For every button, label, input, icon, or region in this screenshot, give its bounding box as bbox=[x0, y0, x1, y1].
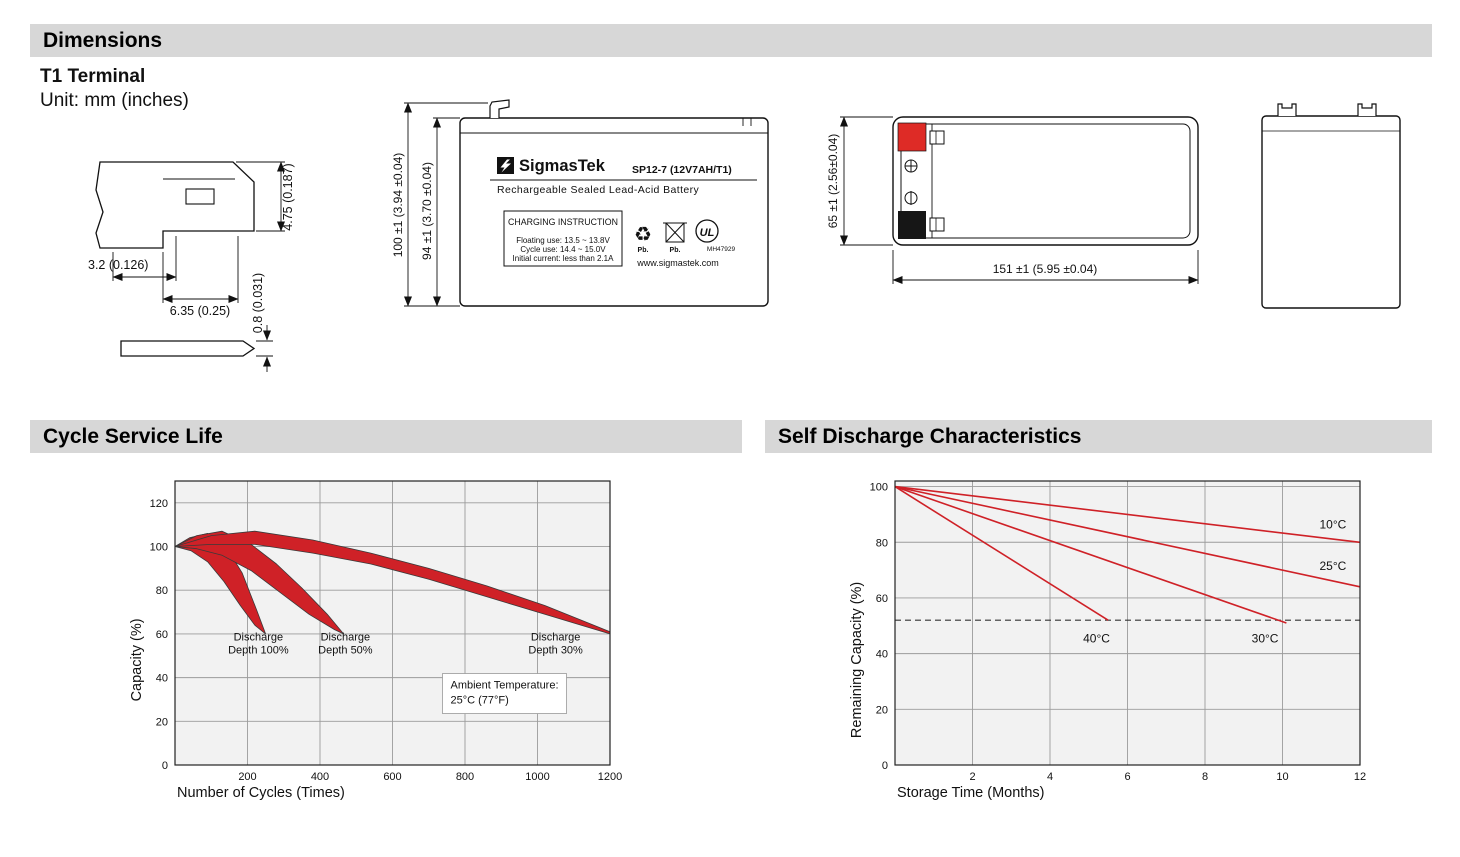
section-header-self-discharge-label: Self Discharge Characteristics bbox=[778, 424, 1082, 448]
top-view-dimension-lines bbox=[840, 116, 1199, 284]
t1-terminal-detail-drawing bbox=[95, 161, 256, 357]
svg-text:12: 12 bbox=[1354, 771, 1366, 783]
charging-line-3: Initial current: less than 2.1A bbox=[513, 254, 615, 263]
svg-text:25°C (77°F): 25°C (77°F) bbox=[451, 695, 509, 707]
svg-text:Depth 30%: Depth 30% bbox=[528, 644, 583, 656]
svg-text:100: 100 bbox=[150, 542, 168, 554]
ul-mark-text: UL bbox=[700, 227, 715, 239]
dim-total-height: 100 ±1 (3.94 ±0.04) bbox=[391, 153, 405, 258]
svg-text:4: 4 bbox=[1047, 771, 1053, 783]
svg-text:1000: 1000 bbox=[525, 771, 549, 783]
svg-text:40: 40 bbox=[156, 673, 168, 685]
svg-text:100: 100 bbox=[870, 482, 888, 494]
section-header-dimensions: Dimensions bbox=[30, 24, 1432, 57]
charging-line-2: Cycle use: 14.4 ~ 15.0V bbox=[520, 245, 606, 254]
svg-text:2: 2 bbox=[969, 771, 975, 783]
front-view-dimension-lines bbox=[404, 102, 488, 307]
recycle-pb-label: Pb. bbox=[638, 247, 649, 254]
svg-text:8: 8 bbox=[1202, 771, 1208, 783]
svg-text:Remaining Capacity (%): Remaining Capacity (%) bbox=[849, 582, 865, 738]
side-terminal-tab-left bbox=[1277, 103, 1297, 116]
svg-text:60: 60 bbox=[876, 593, 888, 605]
top-view-drawing bbox=[892, 116, 1199, 246]
svg-text:30°C: 30°C bbox=[1252, 631, 1279, 645]
polarity-minus-symbol bbox=[904, 191, 918, 205]
positive-terminal-marker bbox=[897, 122, 927, 152]
dim-terminal-offset: 3.2 (0.126) bbox=[88, 258, 148, 272]
svg-text:200: 200 bbox=[238, 771, 256, 783]
logo-bolt-glyph bbox=[500, 159, 511, 173]
t1-terminal-dimension-labels: 3.2 (0.126) 6.35 (0.25) 4.75 (0.187) 0.8… bbox=[88, 163, 295, 333]
svg-text:25°C: 25°C bbox=[1319, 559, 1346, 573]
ul-mark-icon bbox=[695, 219, 719, 243]
section-header-self-discharge: Self Discharge Characteristics bbox=[765, 420, 1432, 453]
svg-text:80: 80 bbox=[156, 585, 168, 597]
model-label: SP12-7 (12V7AH/T1) bbox=[632, 164, 732, 176]
svg-text:40°C: 40°C bbox=[1083, 631, 1110, 645]
t1-terminal-dimension-lines bbox=[112, 161, 285, 372]
svg-text:800: 800 bbox=[456, 771, 474, 783]
dim-terminal-height: 4.75 (0.187) bbox=[281, 163, 295, 230]
brand-label: SigmasTek bbox=[519, 157, 606, 175]
product-line-label: Rechargeable Sealed Lead-Acid Battery bbox=[497, 184, 700, 196]
ul-file-number: MH47929 bbox=[707, 246, 736, 253]
svg-text:400: 400 bbox=[311, 771, 329, 783]
recycle-pb-icon: ♻ bbox=[634, 224, 652, 246]
svg-text:Depth 100%: Depth 100% bbox=[228, 644, 289, 656]
dim-top-width: 65 ±1 (2.56±0.04) bbox=[826, 134, 840, 229]
website-label: www.sigmastek.com bbox=[636, 258, 719, 268]
svg-text:Capacity (%): Capacity (%) bbox=[129, 618, 145, 701]
crossed-bin-pb-icon bbox=[663, 222, 687, 243]
svg-text:120: 120 bbox=[150, 498, 168, 510]
section-header-cycle-service-life: Cycle Service Life bbox=[30, 420, 742, 453]
side-view-drawing bbox=[1261, 103, 1401, 309]
dim-terminal-thickness: 0.8 (0.031) bbox=[251, 273, 265, 333]
svg-text:Storage Time (Months): Storage Time (Months) bbox=[897, 785, 1044, 801]
svg-text:10°C: 10°C bbox=[1319, 517, 1346, 531]
svg-text:20: 20 bbox=[876, 704, 888, 716]
svg-text:0: 0 bbox=[882, 760, 888, 772]
svg-text:Discharge: Discharge bbox=[234, 631, 284, 643]
section-header-cycle-label: Cycle Service Life bbox=[43, 424, 223, 448]
svg-text:Ambient Temperature:: Ambient Temperature: bbox=[451, 680, 559, 692]
terminal-blade-profile bbox=[120, 340, 256, 357]
svg-text:6: 6 bbox=[1124, 771, 1130, 783]
svg-text:20: 20 bbox=[156, 716, 168, 728]
section-header-dimensions-label: Dimensions bbox=[43, 28, 163, 52]
bin-pb-label: Pb. bbox=[670, 247, 681, 254]
polarity-plus-symbol bbox=[904, 159, 918, 173]
terminal-type-title: T1 Terminal bbox=[40, 66, 146, 87]
svg-text:10: 10 bbox=[1276, 771, 1288, 783]
svg-text:0: 0 bbox=[162, 760, 168, 772]
self-discharge-chart: 10°C 25°C 30°C 40°C 2 4 6 8 10 12 0 20 40 60 80 100 Stor… bbox=[849, 480, 1366, 801]
charging-title: CHARGING INSTRUCTION bbox=[508, 217, 618, 227]
front-terminal-tab bbox=[489, 99, 510, 118]
dim-top-length: 151 ±1 (5.95 ±0.04) bbox=[993, 262, 1098, 276]
svg-text:Discharge: Discharge bbox=[531, 631, 581, 643]
svg-text:40: 40 bbox=[876, 649, 888, 661]
svg-text:1200: 1200 bbox=[598, 771, 622, 783]
svg-text:Depth 50%: Depth 50% bbox=[318, 644, 373, 656]
svg-text:Number of Cycles (Times): Number of Cycles (Times) bbox=[177, 785, 345, 801]
charging-line-1: Floating use: 13.5 ~ 13.8V bbox=[516, 236, 610, 245]
charging-instruction-box bbox=[503, 210, 623, 267]
unit-note: Unit: mm (inches) bbox=[40, 90, 189, 111]
side-terminal-tab-right bbox=[1357, 103, 1377, 116]
svg-text:Discharge: Discharge bbox=[321, 631, 371, 643]
svg-text:600: 600 bbox=[383, 771, 401, 783]
dimension-drawings: 3.2 (0.126) 6.35 (0.25) 4.75 (0.187) 0.8… bbox=[88, 99, 1401, 372]
dim-body-height: 94 ±1 (3.70 ±0.04) bbox=[420, 162, 434, 260]
svg-text:60: 60 bbox=[156, 629, 168, 641]
front-view-drawing: SigmasTek SP12-7 (12V7AH/T1) Rechargeabl… bbox=[459, 99, 769, 307]
svg-text:80: 80 bbox=[876, 537, 888, 549]
negative-terminal-marker bbox=[898, 211, 926, 239]
dim-terminal-width: 6.35 (0.25) bbox=[170, 304, 230, 318]
